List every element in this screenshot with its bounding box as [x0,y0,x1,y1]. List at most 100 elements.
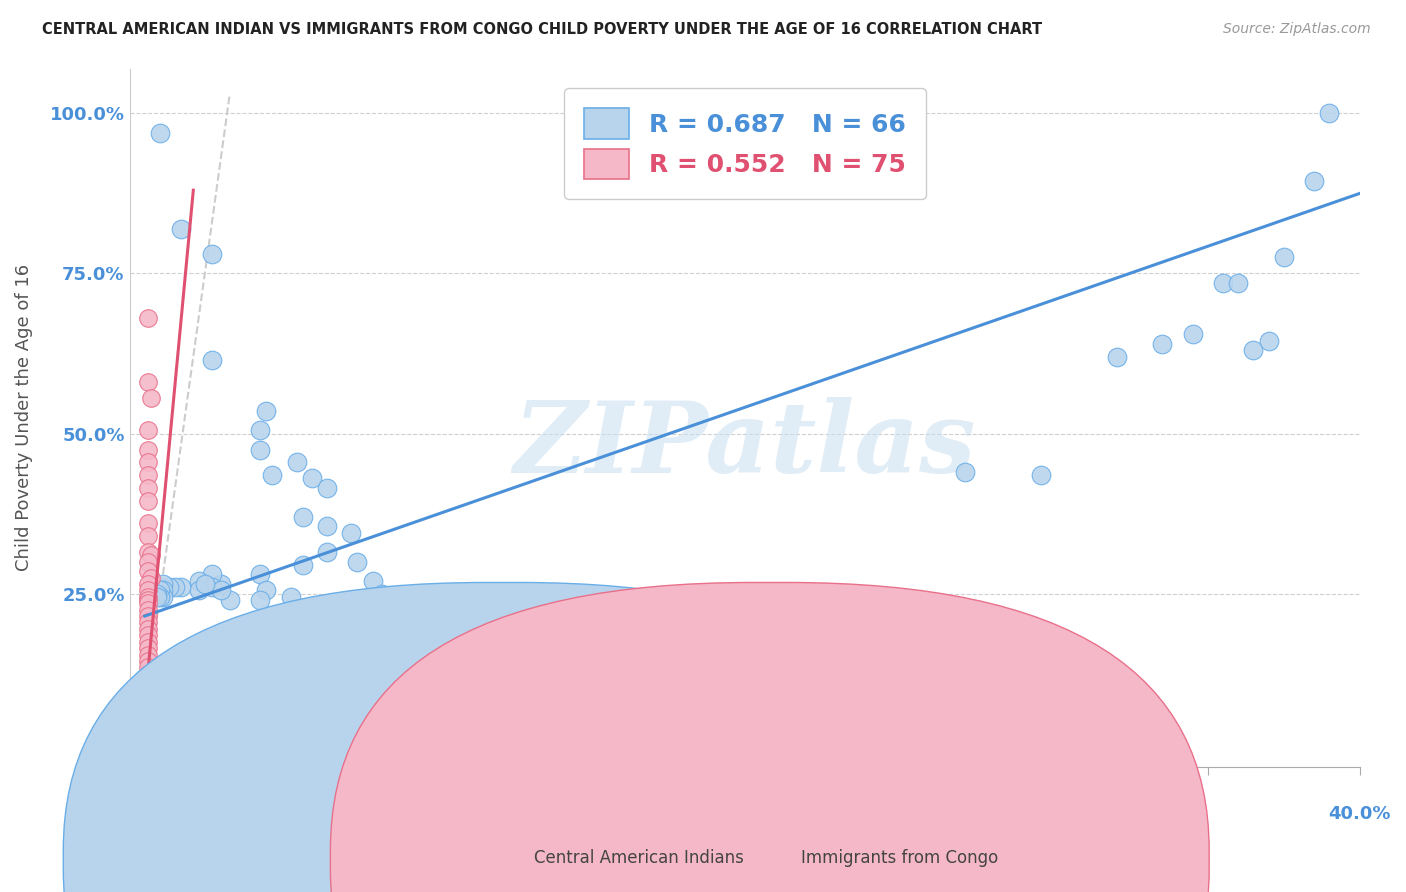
Point [953,465,976,479]
Point [146,737,169,751]
Text: 40.0%: 40.0% [1329,805,1391,823]
Point [139,724,162,739]
Point [136,692,159,706]
Point [361,574,384,588]
Point [136,648,159,662]
Point [1181,327,1204,342]
Point [346,555,368,569]
Point [291,558,314,572]
Point [301,628,323,642]
Text: Central American Indians: Central American Indians [534,849,744,867]
Point [254,404,277,418]
Point [188,574,211,588]
Point [146,724,169,739]
Point [1105,350,1128,364]
Point [136,724,159,739]
Point [136,577,159,591]
Point [1257,334,1279,348]
Point [152,743,174,757]
Point [176,743,198,757]
Point [165,743,187,757]
Point [139,548,162,562]
Point [149,126,172,140]
Point [152,577,174,591]
Point [157,737,180,751]
Point [482,680,505,694]
Point [893,666,915,681]
Point [155,731,177,745]
Point [142,718,165,732]
Point [142,724,165,739]
Point [1319,106,1341,120]
Point [200,247,222,261]
Point [200,352,222,367]
Point [316,481,339,495]
Point [149,590,172,604]
Y-axis label: Child Poverty Under the Age of 16: Child Poverty Under the Age of 16 [15,264,32,571]
Point [170,743,193,757]
Point [155,743,177,757]
Point [316,519,339,533]
Point [285,632,308,646]
Point [249,593,271,607]
Point [1029,468,1052,483]
Point [200,567,222,582]
Point [139,718,162,732]
Point [152,731,174,745]
Point [136,666,159,681]
Point [149,731,172,745]
Point [139,737,162,751]
Point [152,583,174,598]
Point [136,593,159,607]
Point [146,587,169,601]
Point [136,743,159,757]
Legend: R = 0.687   N = 66, R = 0.552   N = 75: R = 0.687 N = 66, R = 0.552 N = 75 [564,88,925,199]
Point [136,603,159,617]
Point [280,590,302,604]
Point [136,442,159,457]
Point [1272,251,1295,265]
Point [291,509,314,524]
Point [136,718,159,732]
Point [136,609,159,624]
Point [142,737,165,751]
Point [136,654,159,668]
Point [142,731,165,745]
Point [877,660,900,674]
Point [160,731,183,745]
Point [136,680,159,694]
Point [136,529,159,543]
Point [136,590,159,604]
Point [370,587,392,601]
Point [1152,337,1174,351]
Point [165,580,187,594]
Point [200,580,222,594]
Point [152,590,174,604]
Point [149,724,172,739]
Point [136,686,159,700]
Point [136,641,159,656]
Point [136,698,159,713]
Point [136,660,159,674]
Point [340,525,363,540]
Point [136,468,159,483]
Point [1212,276,1234,290]
Point [149,743,172,757]
Point [136,673,159,687]
Point [136,481,159,495]
Text: CENTRAL AMERICAN INDIAN VS IMMIGRANTS FROM CONGO CHILD POVERTY UNDER THE AGE OF : CENTRAL AMERICAN INDIAN VS IMMIGRANTS FR… [42,22,1042,37]
Point [136,516,159,531]
Point [170,580,193,594]
Point [136,455,159,469]
Point [146,743,169,757]
Text: ZIPatlas: ZIPatlas [513,397,976,494]
Point [136,622,159,636]
Point [498,682,520,697]
Point [136,634,159,648]
Point [696,618,718,632]
Point [152,737,174,751]
Point [146,590,169,604]
Point [136,564,159,578]
Text: Source: ZipAtlas.com: Source: ZipAtlas.com [1223,22,1371,37]
Point [316,634,339,648]
